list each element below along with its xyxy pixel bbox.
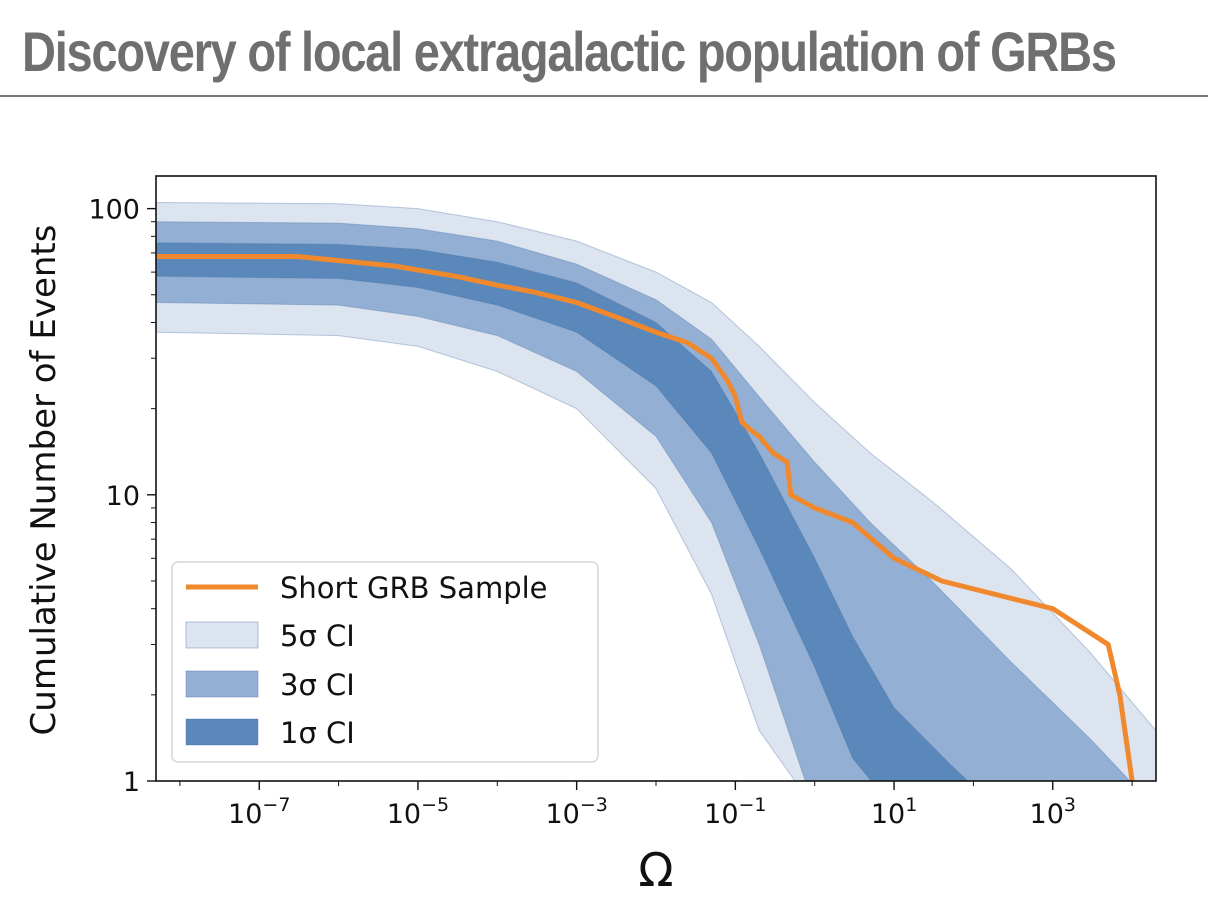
legend-3sigma-swatch	[185, 670, 259, 698]
legend-box	[171, 561, 599, 763]
y-tick-label: 100	[88, 195, 140, 226]
axis-ticks: 10−7 10−5 10−3 10−1 101 103 1 10 100	[88, 195, 1133, 830]
legend-3sigma-label: 3σ CI	[280, 668, 355, 702]
x-axis-label: Ω	[638, 843, 673, 897]
slide-title: Discovery of local extragalactic populat…	[22, 20, 1117, 83]
y-tick-label: 1	[123, 767, 140, 798]
legend-sample-label: Short GRB Sample	[280, 571, 548, 605]
legend-1sigma-label: 1σ CI	[280, 716, 355, 750]
data-series	[156, 254, 1135, 781]
legend: Short GRB Sample 5σ CI 3σ CI 1σ CI	[171, 561, 599, 763]
band-3sigma	[156, 221, 1131, 781]
legend-5sigma-swatch	[185, 621, 259, 649]
title-divider	[0, 95, 1208, 97]
x-tick-label: 103	[1030, 794, 1076, 830]
x-tick-label: 10−1	[704, 794, 766, 830]
legend-1sigma-swatch	[185, 718, 259, 746]
legend-5sigma-label: 5σ CI	[280, 619, 355, 653]
x-tick-label: 101	[871, 794, 917, 830]
y-axis-label: Cumulative Number of Events	[24, 225, 64, 736]
short-grb-sample-line	[156, 254, 1135, 781]
x-tick-label: 10−5	[387, 794, 449, 830]
band-1sigma	[156, 242, 969, 781]
y-tick-label: 10	[106, 481, 140, 512]
confidence-bands	[156, 201, 1156, 781]
x-tick-label: 10−3	[545, 794, 607, 830]
x-tick-label: 10−7	[228, 794, 290, 830]
